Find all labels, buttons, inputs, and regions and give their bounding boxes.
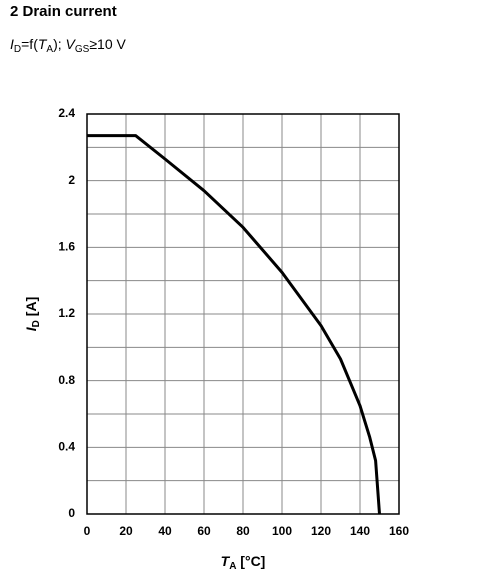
y-tick-label: 0.4 [58,440,75,454]
x-tick-label: 40 [158,524,172,538]
chart-title: 2 Drain current [10,3,117,20]
y-tick-label: 2.4 [58,106,75,120]
y-tick-label: 2 [68,173,75,187]
x-tick-label: 160 [389,524,409,538]
x-tick-label: 120 [311,524,331,538]
x-axis-label: TA [°C] [221,553,266,572]
y-tick-label: 0.8 [58,373,75,387]
xlabel-part: [°C] [236,553,265,569]
subtitle-part: A [46,44,53,55]
x-tick-label: 100 [272,524,292,538]
data-line [87,134,381,515]
subtitle-part: ≥10 V [89,36,126,52]
xlabel-part: T [221,553,231,569]
subtitle-part: =f( [21,36,38,52]
x-tick-label: 60 [197,524,211,538]
subtitle-part: GS [75,44,90,55]
ylabel-part: [A] [23,297,39,320]
ylabel-part: D [31,320,42,327]
x-tick-label: 80 [236,524,250,538]
ylabel-part: I [23,326,39,331]
chart-subtitle: ID=f(TA); VGS≥10 V [10,36,126,55]
y-axis-label: ID [A] [23,297,42,331]
xlabel-part: A [229,561,236,572]
subtitle-part: T [38,36,48,52]
y-tick-label: 1.2 [58,306,75,320]
y-tick-label: 0 [68,506,75,520]
x-tick-label: 0 [84,524,91,538]
y-tick-label: 1.6 [58,240,75,254]
subtitle-part: I [10,36,14,52]
plot-frame [86,113,400,515]
subtitle-part: ); [53,36,65,52]
x-tick-label: 20 [119,524,133,538]
x-tick-label: 140 [350,524,370,538]
subtitle-part: V [66,36,77,52]
subtitle-part: D [14,44,21,55]
